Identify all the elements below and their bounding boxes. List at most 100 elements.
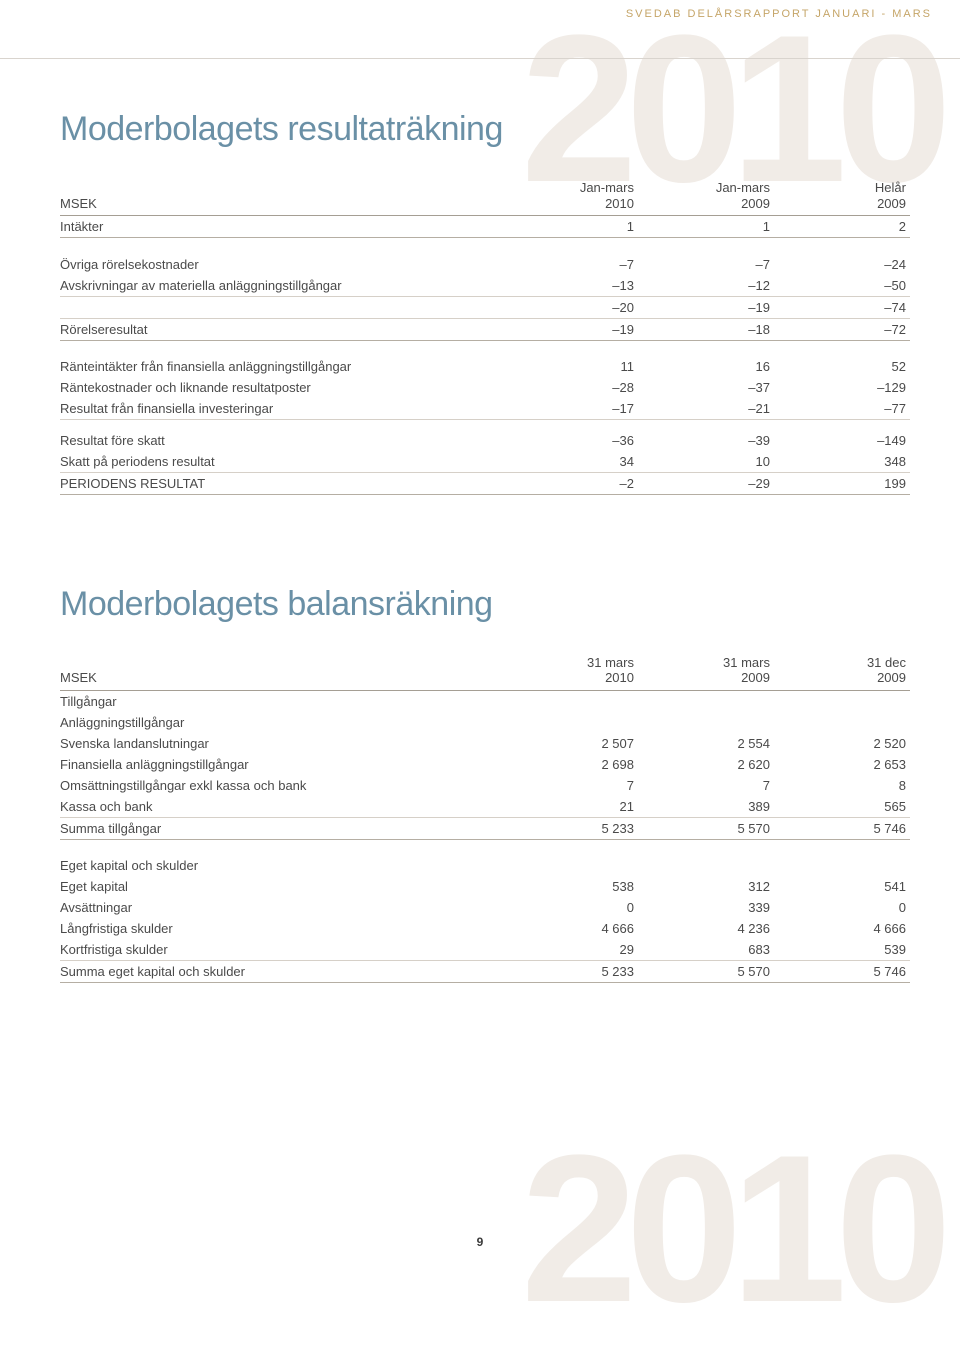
table-row: Eget kapital538312541 bbox=[60, 876, 910, 897]
row-value: –20 bbox=[502, 296, 638, 318]
row-value bbox=[638, 855, 774, 876]
row-label: Resultat från finansiella investeringar bbox=[60, 398, 502, 420]
table-row: Övriga rörelsekostnader–7–7–24 bbox=[60, 254, 910, 275]
row-label: Skatt på periodens resultat bbox=[60, 451, 502, 473]
col2-head: 31 mars2009 bbox=[638, 652, 774, 691]
table-row bbox=[60, 238, 910, 254]
row-value: 2 698 bbox=[502, 754, 638, 775]
row-value: 5 570 bbox=[638, 817, 774, 839]
row-value: –36 bbox=[502, 430, 638, 451]
row-value: 2 bbox=[774, 216, 910, 238]
row-label: Kassa och bank bbox=[60, 796, 502, 818]
row-label: Övriga rörelsekostnader bbox=[60, 254, 502, 275]
row-value bbox=[502, 690, 638, 712]
row-value: –28 bbox=[502, 377, 638, 398]
row-value: 683 bbox=[638, 939, 774, 961]
row-value: 5 570 bbox=[638, 961, 774, 983]
row-value bbox=[502, 712, 638, 733]
row-value: –7 bbox=[502, 254, 638, 275]
row-value: –72 bbox=[774, 318, 910, 340]
row-value: –7 bbox=[638, 254, 774, 275]
row-label: Avskrivningar av materiella anläggningst… bbox=[60, 275, 502, 297]
balance-sheet-table: MSEK 31 mars2010 31 mars2009 31 dec2009 … bbox=[60, 652, 910, 984]
row-label: Eget kapital bbox=[60, 876, 502, 897]
row-value: 8 bbox=[774, 775, 910, 796]
table-row: Tillgångar bbox=[60, 690, 910, 712]
table-row: Räntekostnader och liknande resultatpost… bbox=[60, 377, 910, 398]
col1-head: Jan-mars2010 bbox=[502, 177, 638, 216]
col-label: MSEK bbox=[60, 652, 502, 691]
row-value: –29 bbox=[638, 472, 774, 494]
row-label: Summa tillgångar bbox=[60, 817, 502, 839]
row-value: 1 bbox=[502, 216, 638, 238]
row-label: Avsättningar bbox=[60, 897, 502, 918]
row-value: –19 bbox=[502, 318, 638, 340]
row-value: 348 bbox=[774, 451, 910, 473]
row-value bbox=[774, 855, 910, 876]
row-value: –19 bbox=[638, 296, 774, 318]
watermark-year-bottom: 2010 bbox=[521, 1150, 940, 1308]
table-row: Avsättningar03390 bbox=[60, 897, 910, 918]
row-value: 2 554 bbox=[638, 733, 774, 754]
row-value: –21 bbox=[638, 398, 774, 420]
row-value: 339 bbox=[638, 897, 774, 918]
table-row: Skatt på periodens resultat3410348 bbox=[60, 451, 910, 473]
col-label: MSEK bbox=[60, 177, 502, 216]
row-value: –77 bbox=[774, 398, 910, 420]
table-row: Kortfristiga skulder29683539 bbox=[60, 939, 910, 961]
table-row: Resultat från finansiella investeringar–… bbox=[60, 398, 910, 420]
row-value: –2 bbox=[502, 472, 638, 494]
income-statement-title: Moderbolagets resultaträkning bbox=[60, 110, 910, 149]
row-value: 5 746 bbox=[774, 961, 910, 983]
row-label: Eget kapital och skulder bbox=[60, 855, 502, 876]
row-label: Anläggningstillgångar bbox=[60, 712, 502, 733]
row-label: Intäkter bbox=[60, 216, 502, 238]
row-label: Räntekostnader och liknande resultatpost… bbox=[60, 377, 502, 398]
row-value: 2 507 bbox=[502, 733, 638, 754]
table-row: Omsättningstillgångar exkl kassa och ban… bbox=[60, 775, 910, 796]
table-row: Summa eget kapital och skulder5 2335 570… bbox=[60, 961, 910, 983]
table-row: Summa tillgångar5 2335 5705 746 bbox=[60, 817, 910, 839]
row-value: 10 bbox=[638, 451, 774, 473]
table-row: Anläggningstillgångar bbox=[60, 712, 910, 733]
row-label: Långfristiga skulder bbox=[60, 918, 502, 939]
row-value: 1 bbox=[638, 216, 774, 238]
page-number: 9 bbox=[0, 1235, 960, 1249]
table-row: Resultat före skatt–36–39–149 bbox=[60, 430, 910, 451]
row-value: 541 bbox=[774, 876, 910, 897]
row-value: –17 bbox=[502, 398, 638, 420]
table-row: Svenska landanslutningar2 5072 5542 520 bbox=[60, 733, 910, 754]
row-value: –39 bbox=[638, 430, 774, 451]
table-row: Finansiella anläggningstillgångar2 6982 … bbox=[60, 754, 910, 775]
row-value: 565 bbox=[774, 796, 910, 818]
row-value: 4 666 bbox=[774, 918, 910, 939]
row-value: 16 bbox=[638, 356, 774, 377]
row-value: 11 bbox=[502, 356, 638, 377]
table-row: Intäkter112 bbox=[60, 216, 910, 238]
col3-head: Helår2009 bbox=[774, 177, 910, 216]
balance-sheet-title: Moderbolagets balansräkning bbox=[60, 585, 910, 624]
row-value: –74 bbox=[774, 296, 910, 318]
row-label: Omsättningstillgångar exkl kassa och ban… bbox=[60, 775, 502, 796]
row-label bbox=[60, 296, 502, 318]
row-value: –13 bbox=[502, 275, 638, 297]
row-value: 539 bbox=[774, 939, 910, 961]
row-value: –12 bbox=[638, 275, 774, 297]
row-value: –50 bbox=[774, 275, 910, 297]
income-statement-table: MSEK Jan-mars2010 Jan-mars2009 Helår2009… bbox=[60, 177, 910, 495]
row-value bbox=[638, 712, 774, 733]
row-label: Resultat före skatt bbox=[60, 430, 502, 451]
row-value: 21 bbox=[502, 796, 638, 818]
row-label: Summa eget kapital och skulder bbox=[60, 961, 502, 983]
row-value: 34 bbox=[502, 451, 638, 473]
row-value bbox=[774, 712, 910, 733]
row-value: 2 520 bbox=[774, 733, 910, 754]
col2-head: Jan-mars2009 bbox=[638, 177, 774, 216]
row-value bbox=[638, 690, 774, 712]
row-value: 0 bbox=[502, 897, 638, 918]
row-value: 199 bbox=[774, 472, 910, 494]
table-row: Långfristiga skulder4 6664 2364 666 bbox=[60, 918, 910, 939]
row-label: Rörelseresultat bbox=[60, 318, 502, 340]
row-value: 4 666 bbox=[502, 918, 638, 939]
row-value: –37 bbox=[638, 377, 774, 398]
